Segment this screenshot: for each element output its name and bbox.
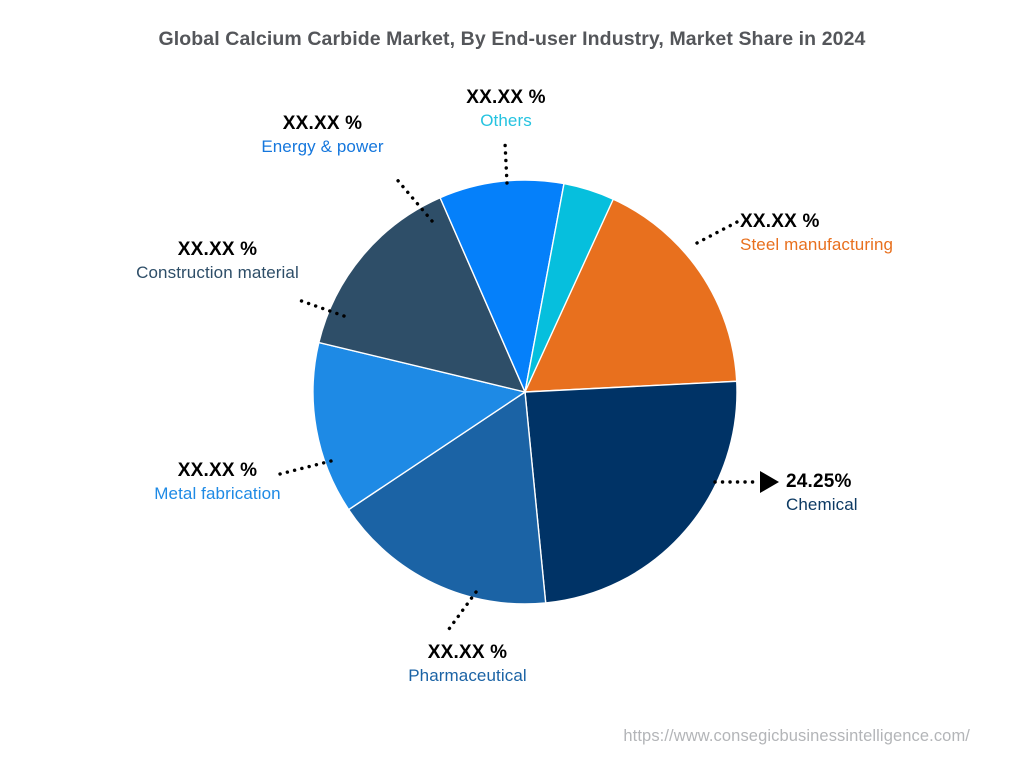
source-url: https://www.consegicbusinessintelligence… [623, 727, 970, 745]
pie-slice-chemical[interactable] [524, 380, 738, 604]
pie-slice-pharmaceutical[interactable] [347, 390, 547, 605]
callout-energy-power: XX.XX % Energy & power [215, 112, 430, 157]
callout-others: XX.XX % Others [416, 86, 596, 131]
leader-line-pharma [447, 590, 478, 631]
leader-lines [278, 141, 758, 631]
callout-construction-material: XX.XX % Construction material [100, 238, 335, 283]
callout-energy-power-label: Energy & power [261, 136, 384, 156]
callout-metal-fabrication-value: XX.XX % [177, 460, 258, 481]
leader-line-metal [278, 459, 333, 476]
callout-pharmaceutical: XX.XX % Pharmaceutical [370, 641, 565, 686]
pie-slice-group [312, 179, 738, 605]
pie-slice-construction-material[interactable] [318, 196, 527, 394]
callout-pharmaceutical-label: Pharmaceutical [408, 665, 527, 685]
callout-others-label: Others [480, 110, 532, 130]
leader-line-others [503, 141, 509, 185]
callout-chemical-label: Chemical [786, 494, 858, 514]
callout-pharmaceutical-value: XX.XX % [427, 642, 508, 663]
chart-title: Global Calcium Carbide Market, By End-us… [158, 28, 866, 50]
callout-steel-manufacturing-value: XX.XX % [740, 211, 820, 232]
pie-slice-energy-power[interactable] [439, 179, 565, 395]
callout-steel-manufacturing-label: Steel manufacturing [740, 234, 894, 254]
leader-line-energy [392, 174, 434, 223]
callout-steel-manufacturing: XX.XX % Steel manufacturing [740, 210, 990, 255]
callout-others-value: XX.XX % [466, 87, 546, 108]
callout-construction-material-value: XX.XX % [177, 239, 258, 260]
leader-line-steel [695, 220, 739, 245]
callout-construction-material-label: Construction material [136, 262, 299, 282]
callout-chemical-value: 24.25% [786, 471, 852, 492]
chemical-arrowhead [760, 471, 779, 493]
callout-energy-power-value: XX.XX % [282, 113, 363, 134]
callout-metal-fabrication-label: Metal fabrication [154, 483, 281, 503]
callout-metal-fabrication: XX.XX % Metal fabrication [120, 459, 315, 504]
pie-slice-others[interactable] [524, 182, 615, 393]
leader-line-construction [294, 297, 346, 318]
pie-slice-metal-fabrication[interactable] [312, 341, 527, 511]
callout-chemical: 24.25% Chemical [786, 470, 986, 515]
